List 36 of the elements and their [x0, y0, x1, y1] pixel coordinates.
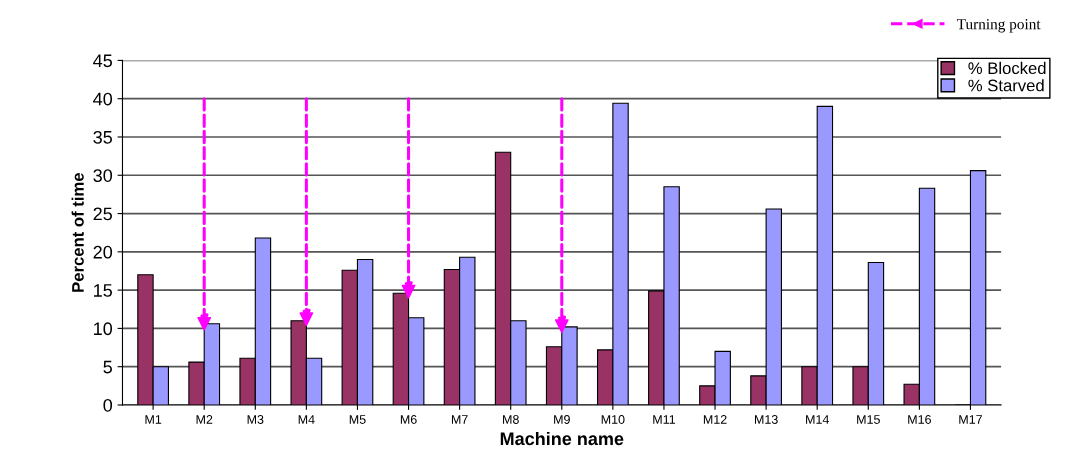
y-tick-label: 35	[93, 130, 112, 144]
x-tick-label: M4	[298, 415, 315, 424]
y-tick-label: 30	[93, 169, 113, 182]
y-tick-label: 25	[93, 207, 112, 221]
x-tick-label: M8	[503, 415, 519, 424]
x-tick-label: M1	[145, 415, 162, 424]
point	[554, 319, 569, 334]
point	[197, 316, 212, 331]
x-tick-label: M2	[196, 415, 213, 424]
x-tick-label: M6	[400, 415, 417, 424]
x-tick-label: M3	[247, 415, 264, 424]
legend-label: Turning point	[956, 19, 1041, 33]
x-tick-label: M11	[653, 415, 676, 424]
point	[401, 284, 416, 299]
x-axis-title: Machine name	[500, 431, 624, 446]
x-tick-label: M14	[806, 415, 829, 424]
x-tick-label: M5	[349, 415, 366, 424]
legend-label: % Blocked	[968, 61, 1046, 75]
y-tick-label: 15	[94, 284, 112, 297]
x-tick-label: M10	[601, 415, 625, 424]
y-tick-label: 5	[103, 360, 112, 374]
y-tick-label: 10	[94, 322, 113, 336]
y-tick-label: 20	[93, 245, 113, 259]
x-tick-label: M13	[754, 415, 778, 424]
y-axis-title: Percent of time	[71, 173, 84, 292]
x-tick-label: M15	[857, 415, 880, 424]
y-tick-label: 0	[103, 398, 113, 412]
x-tick-label: M7	[451, 415, 468, 424]
x-tick-label: M9	[554, 415, 570, 424]
legend-label: % Starved	[968, 79, 1044, 92]
y-tick-label: 45	[93, 54, 112, 68]
point	[299, 312, 314, 327]
x-tick-label: M12	[703, 415, 727, 424]
x-tick-label: M17	[959, 415, 982, 424]
y-tick-label: 40	[93, 92, 113, 106]
x-tick-label: M16	[908, 415, 931, 424]
